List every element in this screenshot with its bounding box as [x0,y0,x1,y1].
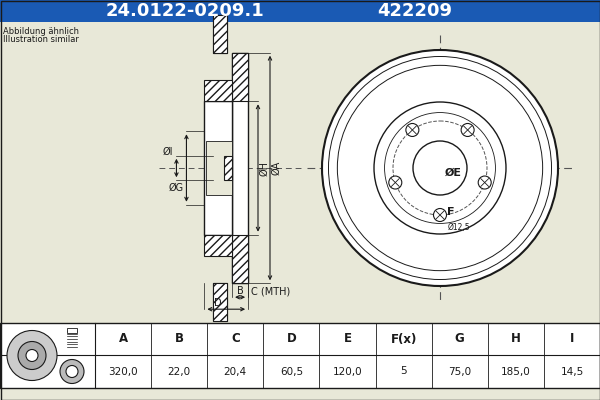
Text: D: D [287,332,296,346]
Text: 5: 5 [400,366,407,376]
Text: H: H [511,332,521,346]
Text: 185,0: 185,0 [501,366,531,376]
Text: E: E [343,332,352,346]
Circle shape [374,102,506,234]
Text: I: I [570,332,574,346]
Circle shape [385,112,496,224]
Text: G: G [455,332,464,346]
Text: 60,5: 60,5 [280,366,303,376]
Text: 320,0: 320,0 [108,366,138,376]
Bar [232,234,248,283]
Bar [0,0,600,22]
Bar [205,80,232,101]
Text: 24.0122-0209.1: 24.0122-0209.1 [106,2,265,20]
Text: ØA: ØA [271,161,281,175]
Circle shape [328,56,551,280]
Text: A: A [118,332,128,346]
Text: D: D [214,298,222,308]
Text: 20,4: 20,4 [224,366,247,376]
Text: ØG: ØG [169,183,184,193]
Text: ØI: ØI [163,147,173,157]
Text: Illustration similar: Illustration similar [3,35,79,44]
Text: Abbildung ähnlich: Abbildung ähnlich [3,27,79,36]
Text: C: C [231,332,239,346]
Circle shape [478,176,491,189]
Bar [67,328,77,333]
Circle shape [337,65,542,271]
Circle shape [413,141,467,195]
Circle shape [433,208,446,222]
Circle shape [66,366,78,378]
Text: B: B [175,332,184,346]
Text: 14,5: 14,5 [560,366,584,376]
Text: 22,0: 22,0 [167,366,191,376]
Text: 422209: 422209 [377,2,452,20]
Circle shape [18,342,46,370]
Text: F(x): F(x) [391,332,417,346]
Text: F: F [448,207,455,217]
Text: B: B [237,286,244,296]
Circle shape [461,124,474,136]
Bar [206,141,232,195]
Circle shape [406,124,419,136]
Circle shape [322,50,558,286]
Bar [205,234,232,256]
Text: 120,0: 120,0 [332,366,362,376]
Text: Ø12,5: Ø12,5 [448,223,470,232]
Circle shape [389,176,402,189]
Bar [232,53,248,101]
Circle shape [7,330,57,380]
Bar [205,101,232,234]
Bar [232,53,248,283]
Circle shape [60,360,84,384]
Text: 75,0: 75,0 [448,366,471,376]
Bar [224,156,232,180]
Bar [214,283,227,321]
Bar [214,15,227,53]
Circle shape [26,350,38,362]
Bar [214,15,227,53]
Text: ØE: ØE [445,168,462,178]
Text: ØH: ØH [259,160,269,176]
Bar [0,323,600,388]
Bar [214,283,227,321]
Text: C (MTH): C (MTH) [251,286,290,296]
